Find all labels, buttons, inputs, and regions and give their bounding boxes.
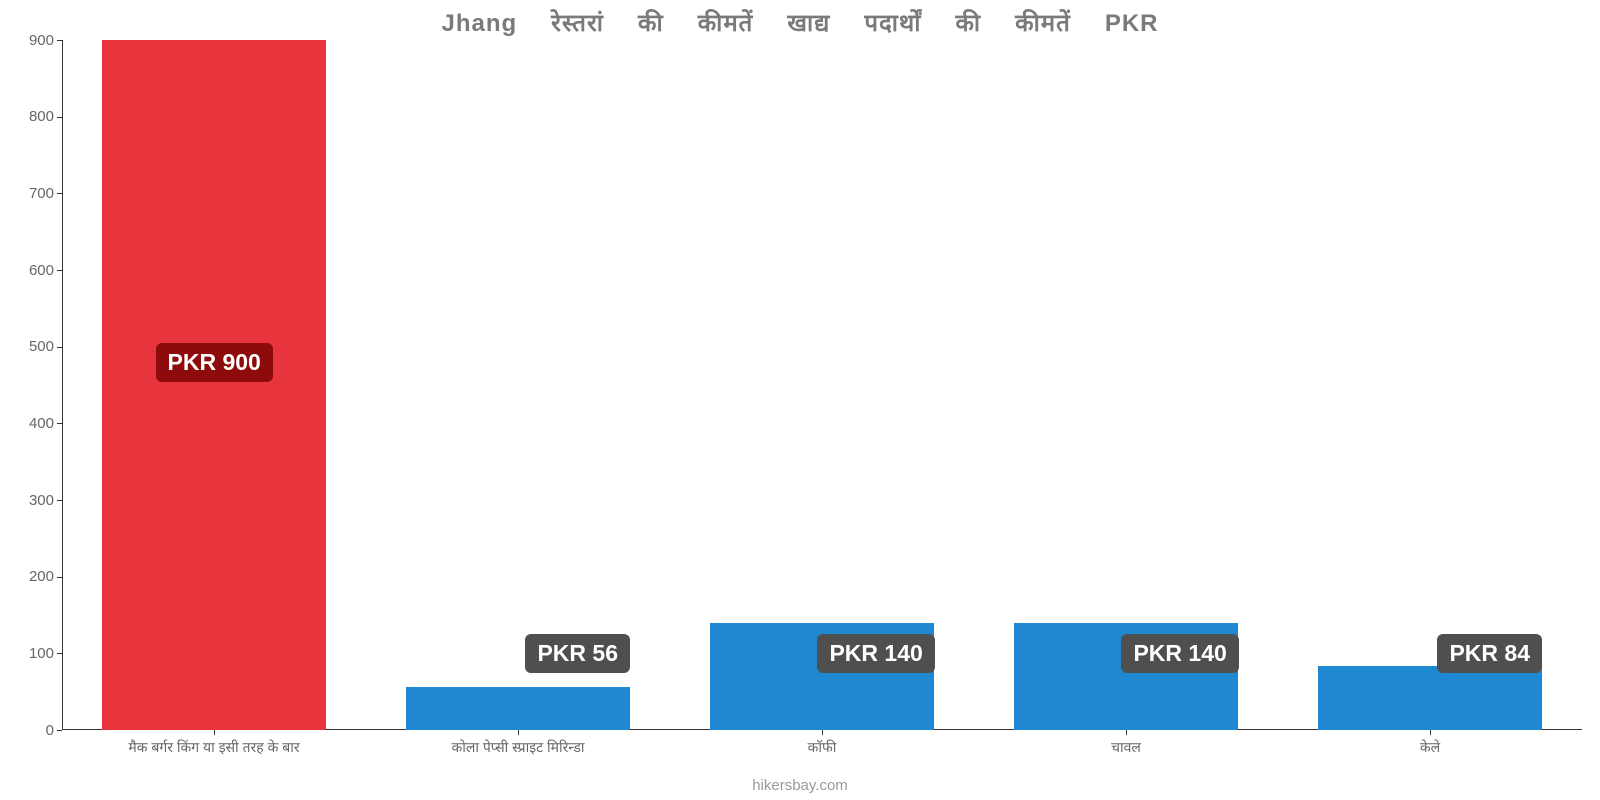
title-word: रेस्तरां [551,6,604,39]
x-tick-mark [1126,730,1127,735]
y-tick-label: 600 [4,262,54,279]
y-tick-label: 0 [4,722,54,739]
title-word: कीमतें [1015,6,1071,39]
y-tick-label: 800 [4,108,54,125]
x-tick-label: कॉफी [670,738,974,757]
y-tick-mark [57,347,62,348]
y-tick-mark [57,730,62,731]
title-word: खाद्य [787,6,830,39]
title-word: Jhang [441,10,517,38]
value-badge: PKR 140 [817,634,934,673]
y-tick-label: 400 [4,415,54,432]
value-badge: PKR 140 [1121,634,1238,673]
x-tick-label: केले [1278,738,1582,757]
value-badge: PKR 56 [525,634,630,673]
title-word: की [638,6,664,39]
y-axis-line [62,40,63,730]
title-word: पदार्थों [864,6,921,39]
y-tick-label: 200 [4,568,54,585]
plot-area: PKR 900 PKR 56 PKR 140 PKR 140 PKR 84 [62,40,1582,730]
x-tick-label: कोला पेप्सी स्प्राइट मिरिन्डा [366,738,670,757]
y-tick-mark [57,40,62,41]
x-tick-mark [518,730,519,735]
bar [102,40,327,730]
value-badge: PKR 84 [1437,634,1542,673]
y-tick-mark [57,653,62,654]
y-tick-label: 100 [4,645,54,662]
x-tick-mark [1430,730,1431,735]
chart-container: Jhang रेस्तरां की कीमतें खाद्य पदार्थों की कीमत… [0,0,1600,800]
x-tick-mark [214,730,215,735]
y-tick-label: 300 [4,492,54,509]
title-word: की [956,6,982,39]
y-tick-mark [57,117,62,118]
chart-title: Jhang रेस्तरां की कीमतें खाद्य पदार्थों की कीमत… [0,0,1600,39]
y-tick-mark [57,577,62,578]
y-tick-label: 500 [4,338,54,355]
value-badge: PKR 900 [156,343,273,382]
title-word: PKR [1105,10,1159,38]
x-tick-mark [822,730,823,735]
y-tick-mark [57,193,62,194]
watermark: hikersbay.com [0,777,1600,794]
y-tick-mark [57,423,62,424]
title-word: कीमतें [698,6,754,39]
x-tick-label: मैक बर्गर किंग या इसी तरह के बार [62,738,366,757]
y-tick-label: 900 [4,32,54,49]
x-tick-label: चावल [974,738,1278,757]
y-tick-mark [57,270,62,271]
y-tick-label: 700 [4,185,54,202]
y-tick-mark [57,500,62,501]
bar [1318,666,1543,730]
bar [406,687,631,730]
